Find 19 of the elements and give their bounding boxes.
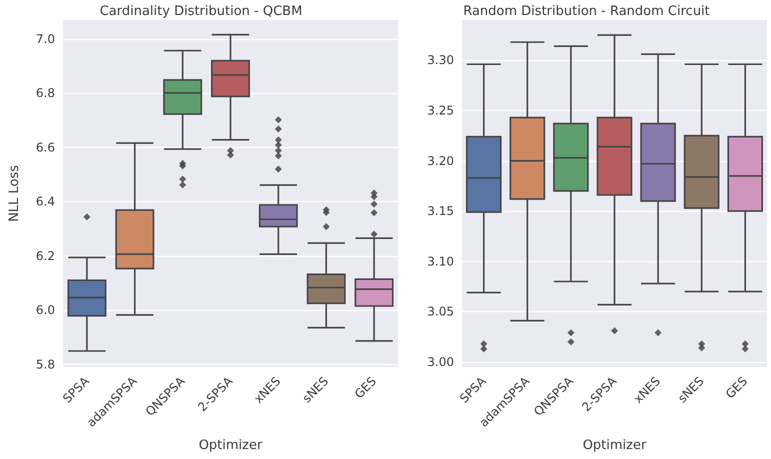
y-tick-label: 3.20 bbox=[427, 154, 454, 168]
y-tick-label: 6.6 bbox=[36, 140, 55, 154]
x-axis-title: Optimizer bbox=[582, 438, 647, 453]
y-tick-label: 3.05 bbox=[427, 304, 454, 319]
y-tick-label: 3.25 bbox=[427, 104, 454, 118]
y-tick-label: 3.30 bbox=[427, 53, 454, 68]
y-tick-label: 6.4 bbox=[36, 194, 55, 209]
y-tick-label: 3.15 bbox=[427, 204, 454, 218]
y-tick-label: 7.0 bbox=[36, 32, 55, 46]
x-axis-title: Optimizer bbox=[198, 438, 263, 453]
y-tick-label: 5.8 bbox=[36, 357, 55, 372]
y-axis-title: NLL Loss bbox=[7, 164, 22, 222]
chart-title: Cardinality Distribution - QCBM bbox=[100, 4, 302, 19]
y-tick-label: 6.8 bbox=[36, 86, 55, 100]
y-tick-label: 6.0 bbox=[36, 303, 55, 318]
chart-title: Random Distribution - Random Circuit bbox=[463, 4, 710, 19]
y-tick-label: 6.2 bbox=[36, 248, 55, 263]
y-tick-label: 3.10 bbox=[427, 254, 454, 268]
y-tick-label: 3.00 bbox=[427, 354, 454, 369]
